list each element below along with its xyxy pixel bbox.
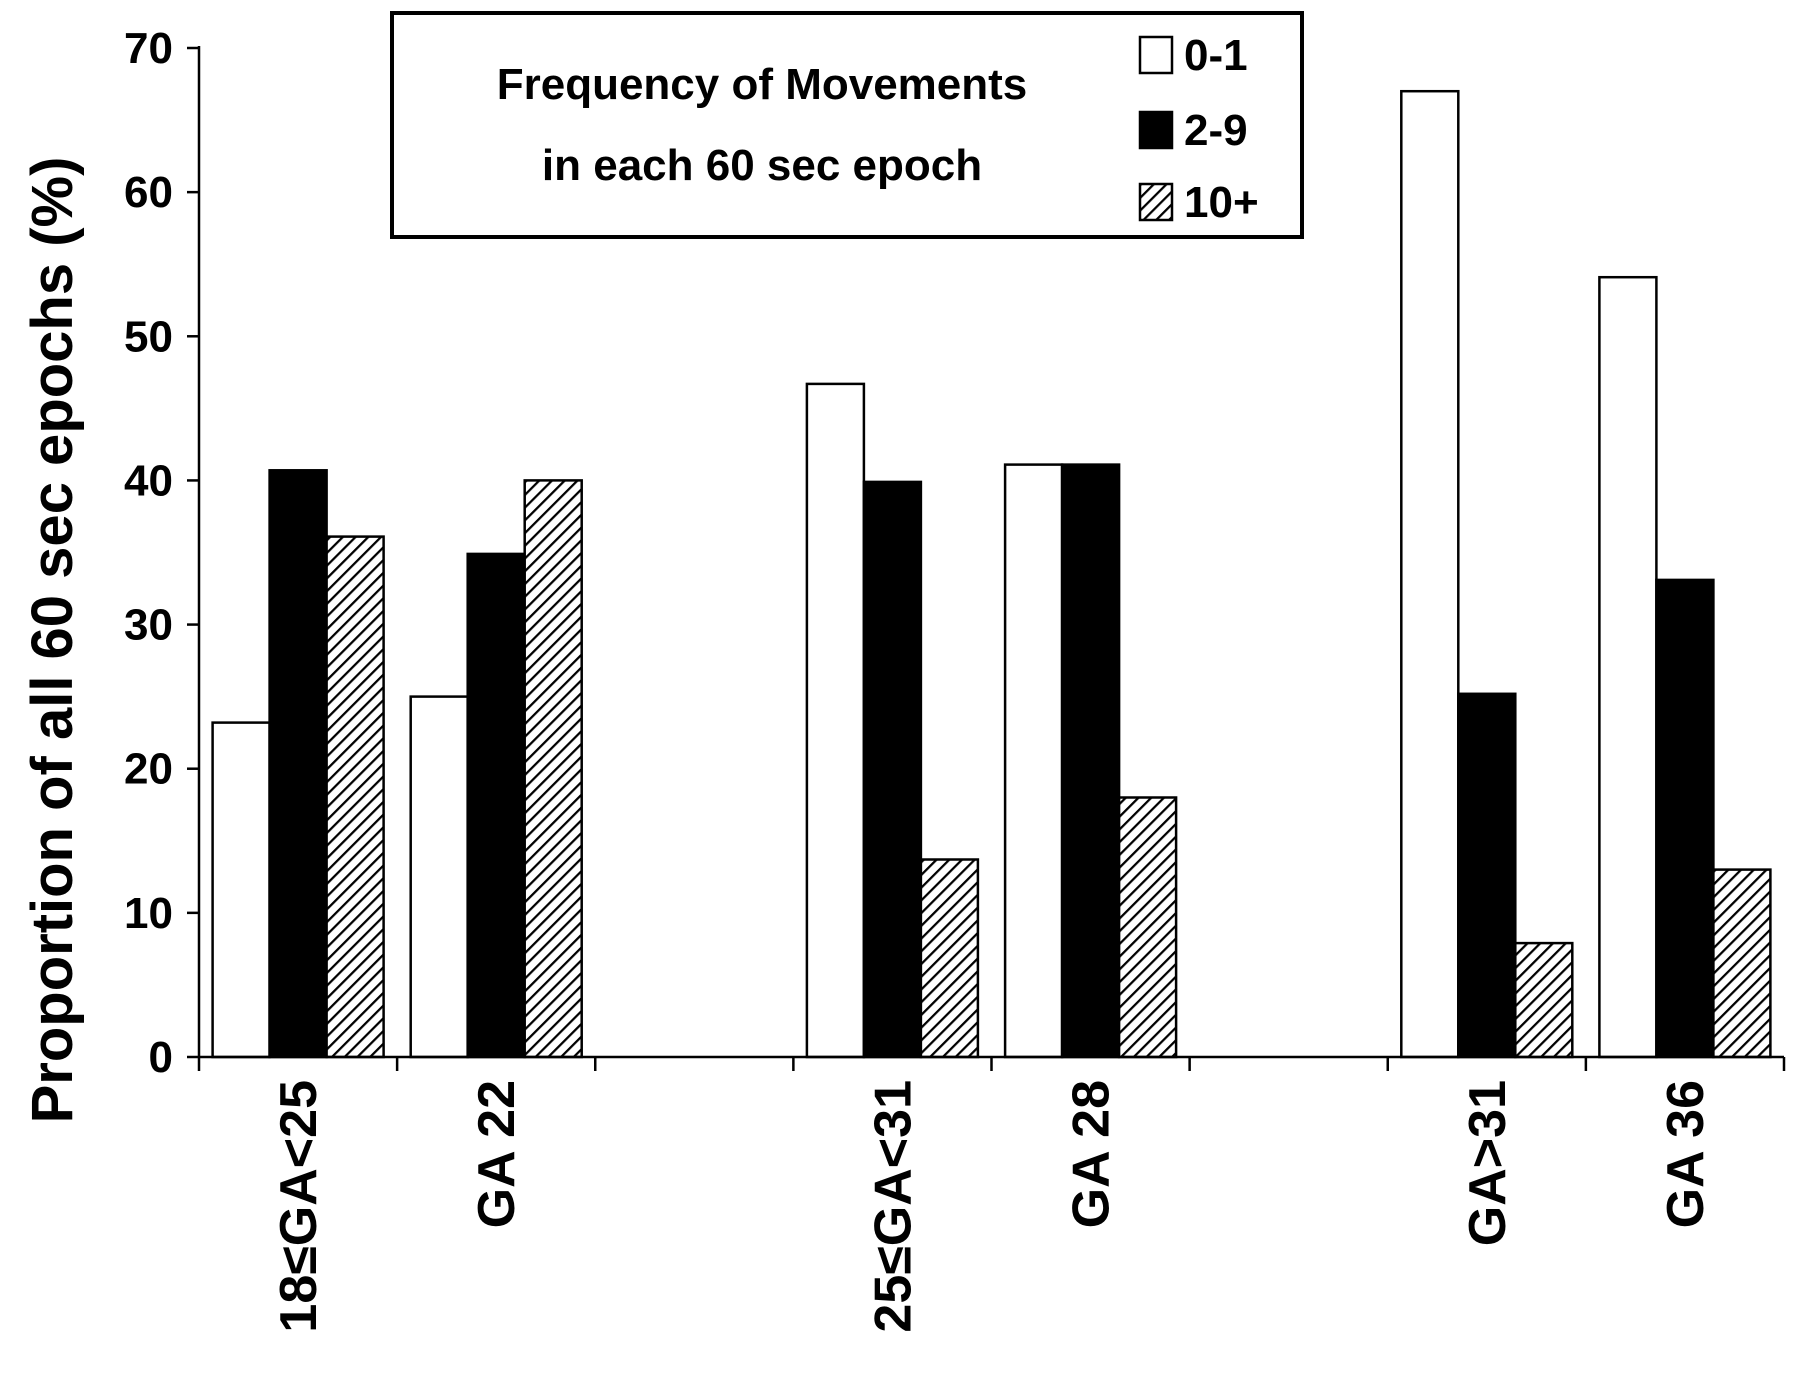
legend-title-line-1: Frequency of Movements: [497, 60, 1028, 109]
axes: 0 10 20 30 40 50 60 70 18≤GA<25 GA 22 25≤GA<31 GA 2…: [124, 24, 1786, 1333]
y-tick-label-30: 30: [124, 601, 173, 650]
bar-10plus-cat-3: [919, 858, 980, 1059]
y-axis-label: Proportion of all 60 sec epochs (%): [20, 157, 85, 1124]
bar-2-9-cat-6: [1457, 692, 1517, 1059]
y-tick-label-50: 50: [124, 312, 173, 361]
legend: Frequency of Movements in each 60 sec epo…: [390, 11, 1304, 239]
bar-0-1-cat-0: [211, 721, 271, 1059]
legend-swatch-2-9: [1138, 110, 1174, 150]
x-tick-label-3: 25≤GA<31: [864, 1080, 922, 1333]
bar-0-1-cat-4: [1003, 463, 1064, 1059]
bar-10plus-cat-4: [1117, 796, 1178, 1059]
legend-label-0-1: 0-1: [1184, 31, 1248, 80]
bar-10plus-cat-0: [325, 535, 385, 1059]
bar-10plus-cat-7: [1712, 868, 1772, 1059]
bar-10plus-cat-6: [1514, 941, 1574, 1059]
legend-swatch-0-1: [1138, 35, 1174, 75]
bar-2-9-cat-0: [268, 469, 328, 1059]
bar-2-9-cat-7: [1655, 578, 1715, 1059]
bar-0-1-cat-7: [1598, 275, 1658, 1059]
bar-10plus-cat-1: [523, 479, 583, 1059]
bar-2-9-cat-3: [862, 480, 923, 1059]
bar-2-9-cat-1: [466, 552, 526, 1059]
x-tick-label-4: GA 28: [1063, 1080, 1121, 1228]
legend-swatch-10plus: [1138, 182, 1174, 222]
bar-0-1-cat-1: [409, 695, 469, 1059]
y-tick-label-60: 60: [124, 168, 173, 217]
bar-0-1-cat-6: [1400, 89, 1460, 1059]
y-tick-label-10: 10: [124, 889, 173, 938]
plot-area: [211, 89, 1772, 1059]
bar-2-9-cat-4: [1060, 463, 1121, 1059]
x-tick-label-7: GA 36: [1657, 1080, 1715, 1228]
y-tick-label-40: 40: [124, 456, 173, 505]
legend-label-2-9: 2-9: [1184, 106, 1248, 155]
bar-0-1-cat-3: [805, 382, 866, 1059]
y-tick-label-0: 0: [149, 1033, 173, 1082]
y-tick-label-20: 20: [124, 745, 173, 794]
legend-title-line-2: in each 60 sec epoch: [542, 141, 982, 190]
legend-label-10plus: 10+: [1184, 178, 1259, 227]
y-tick-label-70: 70: [124, 24, 173, 73]
x-tick-label-0: 18≤GA<25: [270, 1080, 328, 1333]
x-tick-label-1: GA 22: [468, 1080, 526, 1228]
x-tick-label-6: GA>31: [1459, 1080, 1517, 1246]
